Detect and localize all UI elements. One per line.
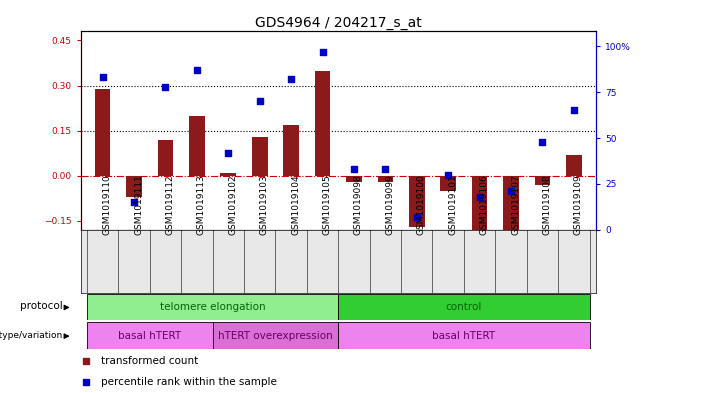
Point: [317, 48, 328, 55]
Bar: [535, 176, 550, 185]
Bar: [126, 176, 142, 197]
Text: GSM1019113: GSM1019113: [197, 174, 206, 235]
Bar: [220, 173, 236, 176]
Point: [191, 67, 203, 73]
Text: GSM1019112: GSM1019112: [165, 174, 175, 235]
Bar: [346, 176, 362, 182]
Text: telomere elongation: telomere elongation: [160, 302, 266, 312]
Point: [254, 98, 265, 105]
Bar: [566, 155, 582, 176]
Text: GSM1019110: GSM1019110: [102, 174, 111, 235]
Text: protocol: protocol: [20, 301, 63, 311]
Text: GSM1019099: GSM1019099: [386, 174, 395, 235]
Point: [537, 139, 548, 145]
Bar: [339, 294, 590, 320]
Point: [474, 194, 485, 200]
Text: GSM1019109: GSM1019109: [574, 174, 583, 235]
Point: [442, 172, 454, 178]
Bar: [158, 140, 173, 176]
Text: GSM1019098: GSM1019098: [354, 174, 363, 235]
Point: [97, 74, 108, 81]
Text: GSM1019108: GSM1019108: [543, 174, 552, 235]
Point: [160, 83, 171, 90]
Text: GSM1019111: GSM1019111: [134, 174, 143, 235]
Text: GSM1019107: GSM1019107: [511, 174, 520, 235]
Bar: [212, 322, 339, 349]
Text: hTERT overexpression: hTERT overexpression: [218, 331, 333, 341]
Point: [505, 188, 517, 195]
Text: transformed count: transformed count: [101, 356, 198, 366]
Text: GSM1019105: GSM1019105: [322, 174, 332, 235]
Bar: [409, 176, 425, 227]
Text: GSM1019101: GSM1019101: [448, 174, 457, 235]
Text: GSM1019104: GSM1019104: [291, 174, 300, 235]
Text: GSM1019106: GSM1019106: [479, 174, 489, 235]
Bar: [95, 88, 111, 176]
Point: [285, 76, 297, 83]
Bar: [87, 294, 339, 320]
Text: control: control: [446, 302, 482, 312]
Text: GSM1019102: GSM1019102: [229, 174, 237, 235]
Point: [223, 150, 234, 156]
Point: [411, 214, 423, 220]
Bar: [440, 176, 456, 191]
Bar: [378, 176, 393, 182]
Bar: [339, 322, 590, 349]
Point: [348, 166, 360, 173]
Text: genotype/variation: genotype/variation: [0, 331, 63, 340]
Bar: [503, 176, 519, 242]
Title: GDS4964 / 204217_s_at: GDS4964 / 204217_s_at: [255, 17, 421, 30]
Text: percentile rank within the sample: percentile rank within the sample: [101, 377, 277, 387]
Bar: [315, 70, 330, 176]
Text: basal hTERT: basal hTERT: [433, 331, 496, 341]
Text: GSM1019103: GSM1019103: [259, 174, 268, 235]
Text: GSM1019100: GSM1019100: [417, 174, 426, 235]
Bar: [87, 322, 212, 349]
Point: [380, 166, 391, 173]
Point: [128, 199, 139, 206]
Bar: [189, 116, 205, 176]
Bar: [252, 137, 268, 176]
Text: basal hTERT: basal hTERT: [118, 331, 182, 341]
Bar: [283, 125, 299, 176]
Bar: [472, 176, 487, 236]
Point: [569, 107, 580, 114]
